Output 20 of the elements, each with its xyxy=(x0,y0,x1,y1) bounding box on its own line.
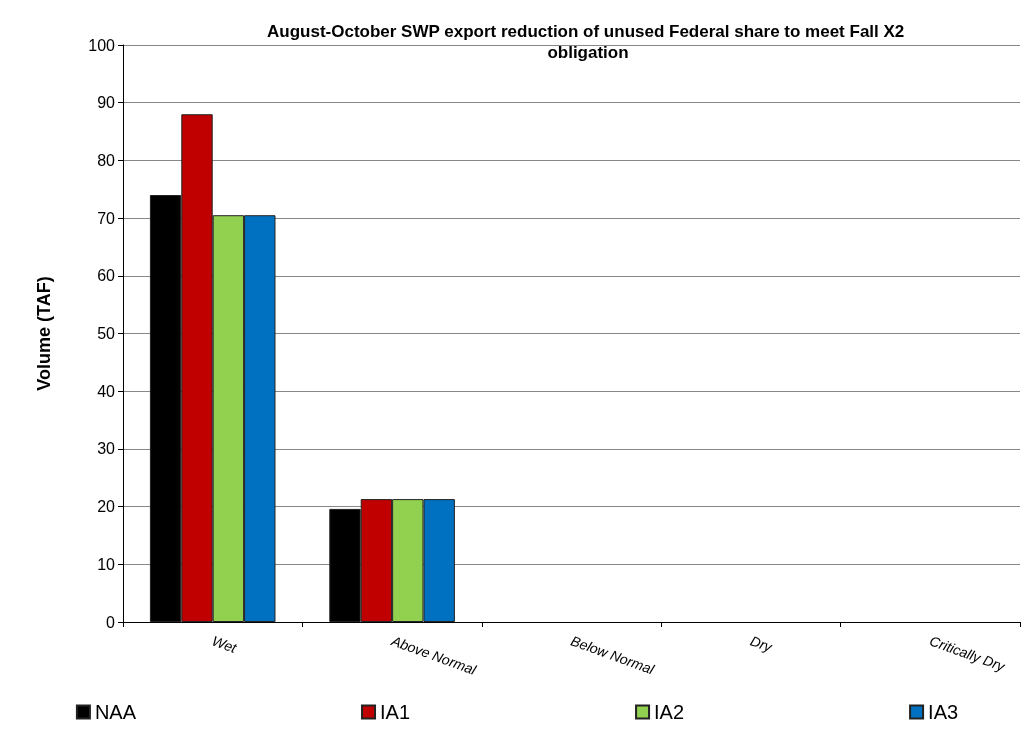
legend-label: IA1 xyxy=(380,701,411,723)
legend-label: IA3 xyxy=(928,701,959,723)
y-tick-label: 30 xyxy=(97,440,116,458)
y-axis-title: Volume (TAF) xyxy=(34,276,54,391)
legend-label: IA2 xyxy=(654,701,685,723)
y-tick-label: 50 xyxy=(97,325,116,342)
y-tick-label: 20 xyxy=(97,498,116,516)
y-tick-label: 10 xyxy=(97,555,116,573)
y-tick-label: 100 xyxy=(88,36,116,54)
chart-title: August-October SWP export reduction of unused Federal share to meet Fall X2 obligation xyxy=(266,22,910,62)
y-tick-label: 60 xyxy=(97,267,116,285)
y-tick-label: 90 xyxy=(97,94,116,112)
y-tick-label: 80 xyxy=(97,151,116,169)
legend-label: NAA xyxy=(94,701,137,723)
x-tick-label: Dry xyxy=(748,632,776,656)
y-tick-label: 0 xyxy=(106,613,116,631)
y-tick-label: 70 xyxy=(97,209,116,227)
y-tick-label: 40 xyxy=(97,382,116,400)
x-tick-label: Below Normal xyxy=(568,632,657,678)
x-tick-label: Wet xyxy=(209,632,240,657)
